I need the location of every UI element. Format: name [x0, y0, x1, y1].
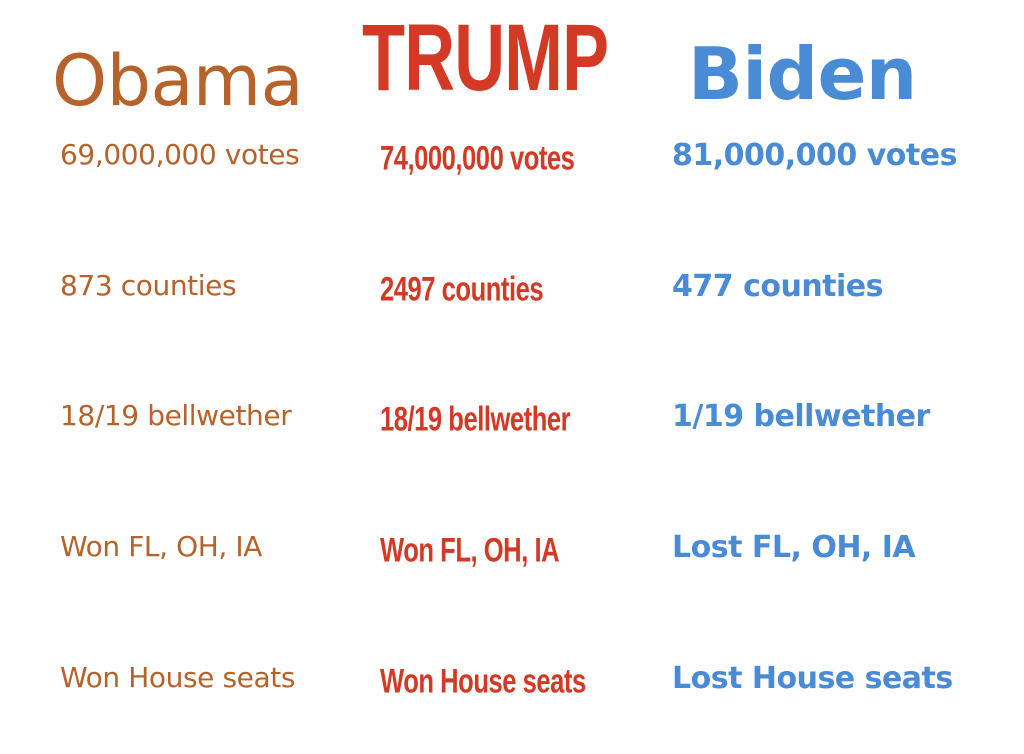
obama-counties: 873 counties — [60, 269, 237, 302]
trump-counties: 2497 counties — [380, 269, 544, 309]
obama-header: Obama — [52, 40, 304, 122]
obama-column: Obama 69,000,000 votes 873 counties 18/1… — [52, 0, 370, 754]
biden-states: Lost FL, OH, IA — [672, 530, 916, 565]
trump-column: TRUMP 74,000,000 votes 2497 counties 18/… — [362, 0, 668, 754]
obama-votes: 69,000,000 votes — [60, 138, 300, 171]
obama-states: Won FL, OH, IA — [60, 530, 263, 563]
trump-bellwether: 18/19 bellwether — [380, 399, 571, 439]
trump-header: TRUMP — [362, 3, 609, 111]
biden-house-seats: Lost House seats — [672, 661, 953, 696]
obama-bellwether: 18/19 bellwether — [60, 399, 292, 432]
biden-header: Biden — [688, 32, 917, 116]
trump-house-seats: Won House seats — [380, 661, 586, 701]
biden-counties: 477 counties — [672, 269, 884, 304]
biden-column: Biden 81,000,000 votes 477 counties 1/19… — [670, 0, 1020, 754]
trump-votes: 74,000,000 votes — [380, 138, 575, 178]
biden-votes: 81,000,000 votes — [672, 138, 957, 173]
biden-bellwether: 1/19 bellwether — [672, 399, 930, 434]
obama-house-seats: Won House seats — [60, 661, 296, 694]
trump-states: Won FL, OH, IA — [380, 530, 560, 570]
